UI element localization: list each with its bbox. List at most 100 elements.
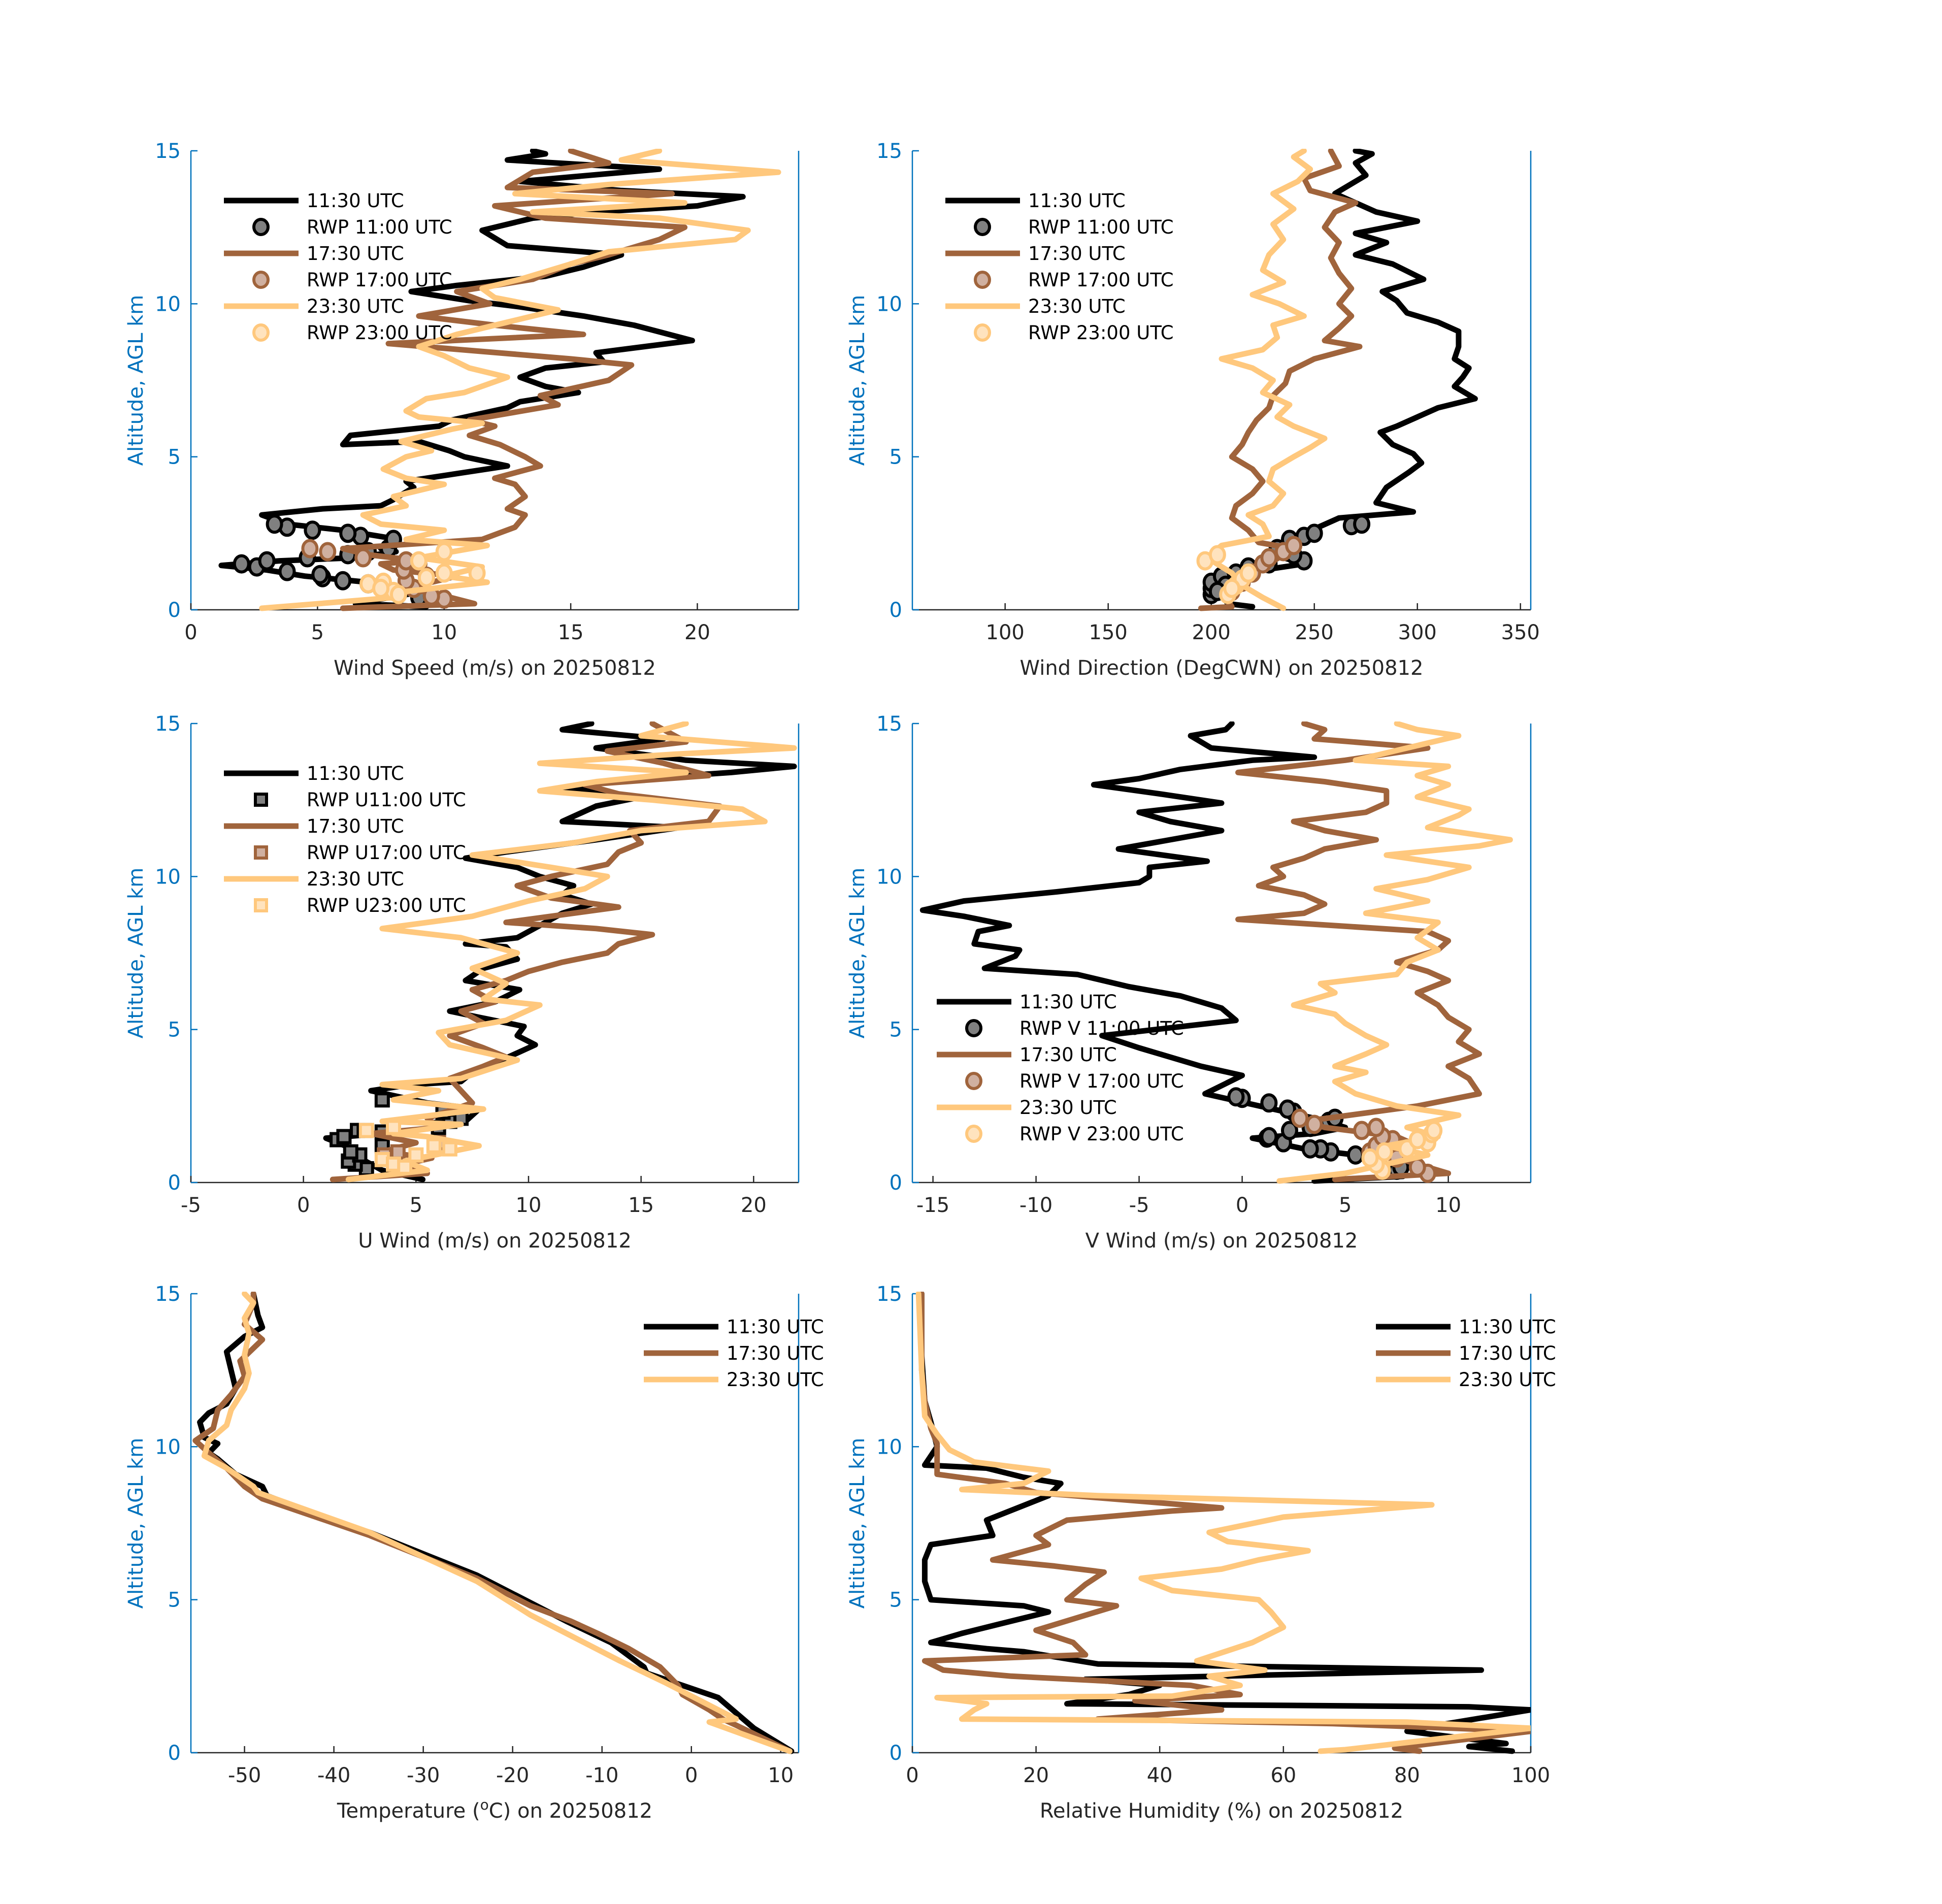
legend-label: 23:30 UTC xyxy=(1019,1097,1117,1119)
rwp-marker xyxy=(233,554,250,574)
legend-item: RWP 17:00 UTC xyxy=(974,269,1174,291)
y-tick-label: 0 xyxy=(890,1171,902,1195)
rwp-marker xyxy=(336,1129,352,1144)
rwp-marker xyxy=(1353,514,1371,534)
x-tick-label: 15 xyxy=(628,1194,654,1217)
legend-label: RWP 11:00 UTC xyxy=(307,216,452,238)
rwp-marker xyxy=(1361,1148,1379,1168)
x-tick-label: 10 xyxy=(431,621,457,644)
legend-item: RWP V 17:00 UTC xyxy=(965,1070,1184,1092)
x-axis-label: Wind Speed (m/s) on 20250812 xyxy=(334,656,656,680)
x-tick-label: 15 xyxy=(558,621,584,644)
y-tick-label: 5 xyxy=(890,446,902,469)
legend-label: RWP U23:00 UTC xyxy=(307,895,466,916)
legend-item: RWP 23:00 UTC xyxy=(974,322,1174,344)
rwp-marker xyxy=(339,523,357,543)
plot-area xyxy=(192,1292,795,1754)
chart-temperature: -50 -40 -30 -20 -10 0 10 0 5 10 15 Temperature (oC)… xyxy=(124,1283,824,1823)
legend-circle-marker xyxy=(965,1019,982,1037)
legend-item: 23:30 UTC xyxy=(1376,1369,1556,1391)
legend: 11:30 UTC 17:30 UTC 23:30 UTC xyxy=(644,1316,824,1391)
y-tick-label: 10 xyxy=(876,865,902,889)
legend-label: 17:30 UTC xyxy=(307,243,404,265)
plot-area xyxy=(323,721,797,1183)
series-line-11-30-utc xyxy=(197,1292,795,1754)
x-tick-label: 10 xyxy=(516,1194,542,1217)
legend-label: RWP U11:00 UTC xyxy=(307,789,466,811)
rwp-marker xyxy=(1223,578,1241,598)
legend-item: RWP 17:00 UTC xyxy=(252,269,452,291)
rwp-marker xyxy=(1278,1099,1296,1119)
legend-item: 11:30 UTC xyxy=(945,190,1126,212)
legend-item: 11:30 UTC xyxy=(224,763,404,784)
legend-item: 23:30 UTC xyxy=(937,1097,1117,1119)
y-tick-label: 5 xyxy=(890,1019,902,1042)
legend-label: RWP 11:00 UTC xyxy=(1028,216,1174,238)
legend-label: RWP 23:00 UTC xyxy=(1028,322,1174,344)
rwp-marker xyxy=(1425,1121,1443,1140)
legend-label: 23:30 UTC xyxy=(1028,296,1126,317)
x-tick-label: 5 xyxy=(1339,1194,1352,1217)
rwp-marker xyxy=(1408,1157,1426,1177)
y-tick-label: 15 xyxy=(876,712,902,736)
rwp-marker xyxy=(334,571,352,590)
legend-label: 11:30 UTC xyxy=(1459,1316,1556,1338)
rwp-marker xyxy=(374,1092,390,1108)
x-axis-label: Relative Humidity (%) on 20250812 xyxy=(1040,1799,1403,1823)
legend-label: RWP V 17:00 UTC xyxy=(1019,1070,1184,1092)
x-tick-label: 20 xyxy=(684,621,710,644)
y-tick-label: 0 xyxy=(168,1742,181,1765)
legend-circle-marker xyxy=(974,323,991,342)
x-axis-label: Temperature (oC) on 20250812 xyxy=(337,1796,652,1823)
y-tick-label: 0 xyxy=(890,1742,902,1765)
legend-item: RWP V 23:00 UTC xyxy=(965,1123,1184,1145)
x-tick-label: 0 xyxy=(184,621,197,644)
rwp-marker xyxy=(358,1123,374,1138)
y-tick-label: 10 xyxy=(155,1435,181,1459)
x-tick-label: 0 xyxy=(1236,1194,1248,1217)
legend-label: RWP 23:00 UTC xyxy=(307,322,452,344)
x-tick-label: 20 xyxy=(1023,1764,1049,1787)
legend-label: 11:30 UTC xyxy=(1019,991,1117,1013)
legend-label: 11:30 UTC xyxy=(1028,190,1126,212)
x-tick-label: 20 xyxy=(741,1194,767,1217)
x-tick-label: 0 xyxy=(906,1764,918,1787)
y-tick-label: 5 xyxy=(168,446,181,469)
legend-item: 23:30 UTC xyxy=(224,868,404,890)
legend-label: 11:30 UTC xyxy=(307,763,404,784)
rwp-marker xyxy=(408,1147,424,1163)
legend-label: 17:30 UTC xyxy=(1028,243,1126,265)
x-tick-label: -15 xyxy=(916,1194,949,1217)
legend-item: 17:30 UTC xyxy=(644,1342,824,1364)
y-tick-label: 10 xyxy=(155,292,181,316)
x-tick-label: 100 xyxy=(1511,1764,1550,1787)
rwp-marker xyxy=(442,1141,457,1157)
legend: 11:30 UTC RWP U11:00 UTC 17:30 UTC RWP U17:… xyxy=(224,763,466,916)
y-axis-label: Altitude, AGL km xyxy=(846,295,869,466)
x-axis-label-part: Temperature ( xyxy=(337,1799,480,1823)
y-axis-label: Altitude, AGL km xyxy=(124,868,148,1039)
legend-label: 23:30 UTC xyxy=(727,1369,824,1391)
rwp-marker xyxy=(278,562,296,581)
rwp-marker xyxy=(1408,1130,1426,1150)
plot-area xyxy=(915,1292,1531,1754)
x-tick-label: 5 xyxy=(410,1194,422,1217)
series-line-23-30-utc xyxy=(915,1292,1531,1754)
chart-wind-direction: 100 150 200 250 300 350 0 5 10 15 Wind Direction (… xyxy=(846,140,1540,680)
legend-label: 23:30 UTC xyxy=(307,296,404,317)
legend-label: RWP 17:00 UTC xyxy=(307,269,452,291)
rwp-marker xyxy=(1301,1139,1319,1159)
y-tick-label: 15 xyxy=(155,1283,181,1306)
plot-area xyxy=(919,721,1513,1184)
rwp-marker xyxy=(389,584,407,604)
x-axis-label: V Wind (m/s) on 20250812 xyxy=(1085,1229,1358,1253)
rwp-marker xyxy=(1260,1093,1278,1113)
rwp-marker xyxy=(435,542,453,562)
legend-label: 17:30 UTC xyxy=(307,815,404,837)
chart-relative-humidity: 0 20 40 60 80 100 0 5 10 15 Relative Humidity (%) … xyxy=(846,1283,1556,1823)
rwp-marker xyxy=(1227,1087,1245,1107)
legend-circle-marker xyxy=(965,1072,982,1090)
series-line-17-30-utc xyxy=(1235,721,1482,1183)
rwp-marker xyxy=(1305,523,1323,543)
